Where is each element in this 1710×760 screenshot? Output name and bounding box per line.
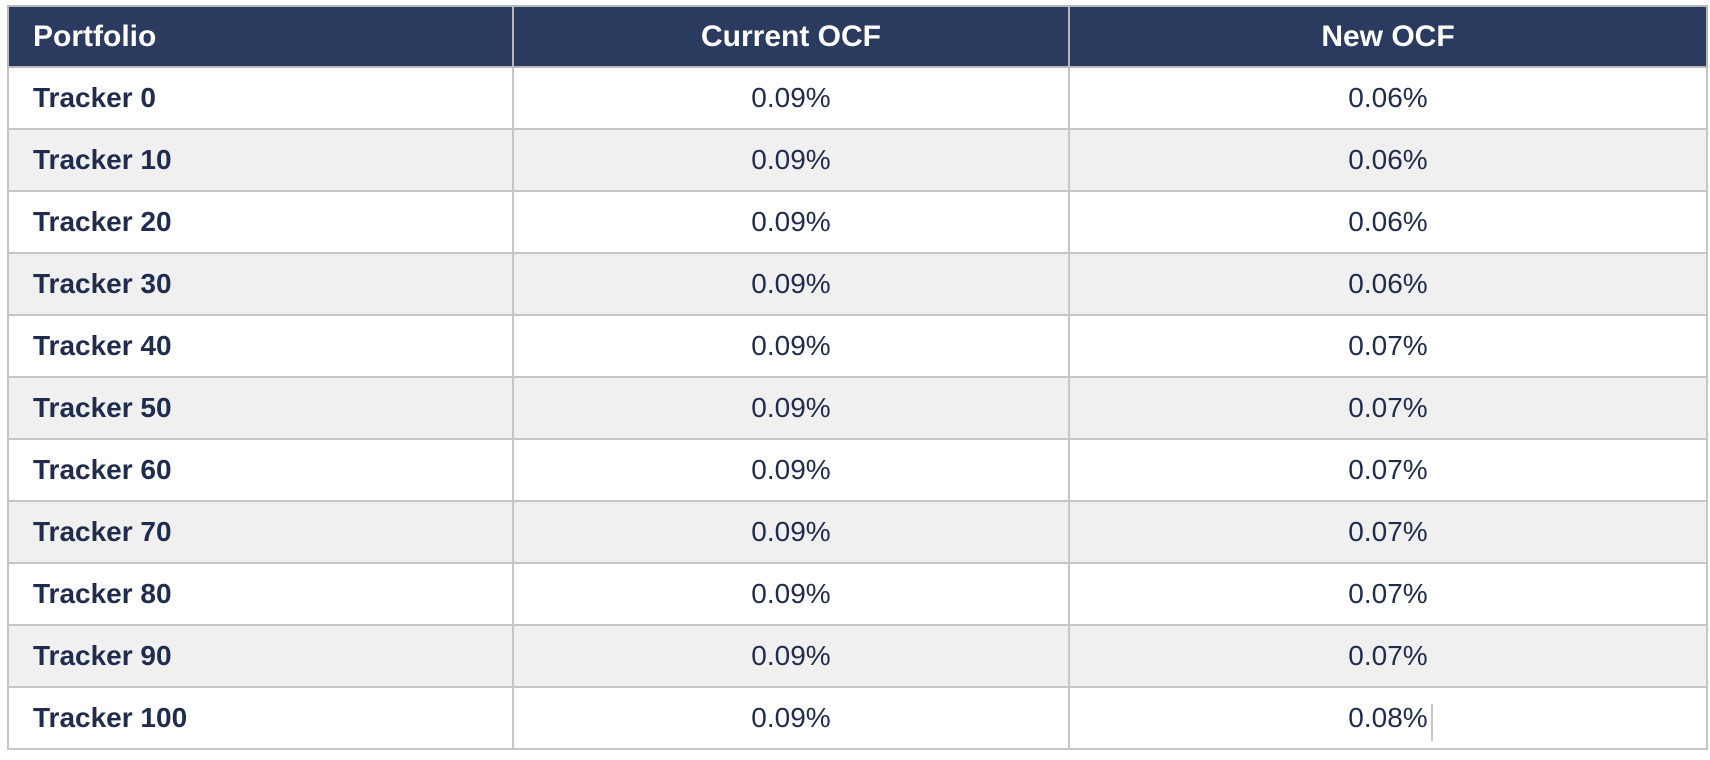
row-label: Tracker 40 [7, 314, 514, 378]
current-ocf-cell: 0.09% [512, 376, 1070, 440]
row-label: Tracker 0 [7, 66, 514, 130]
current-ocf-cell: 0.09% [512, 314, 1070, 378]
new-ocf-cell: 0.06% [1068, 252, 1708, 316]
current-ocf-cell: 0.09% [512, 562, 1070, 626]
row-label: Tracker 20 [7, 190, 514, 254]
new-ocf-cell: 0.08% [1068, 686, 1708, 750]
table-row: Tracker 40 0.09% 0.07% [7, 314, 1708, 378]
row-label: Tracker 90 [7, 624, 514, 688]
row-label: Tracker 100 [7, 686, 514, 750]
current-ocf-cell: 0.09% [512, 624, 1070, 688]
column-header-current-ocf: Current OCF [512, 5, 1070, 68]
current-ocf-cell: 0.09% [512, 252, 1070, 316]
current-ocf-cell: 0.09% [512, 500, 1070, 564]
new-ocf-cell: 0.07% [1068, 624, 1708, 688]
row-label: Tracker 10 [7, 128, 514, 192]
current-ocf-cell: 0.09% [512, 438, 1070, 502]
table-row: Tracker 0 0.09% 0.06% [7, 66, 1708, 130]
ocf-table: Portfolio Current OCF New OCF Tracker 0 … [7, 5, 1708, 750]
current-ocf-cell: 0.09% [512, 686, 1070, 750]
row-label: Tracker 80 [7, 562, 514, 626]
table-row: Tracker 70 0.09% 0.07% [7, 500, 1708, 564]
new-ocf-cell: 0.07% [1068, 562, 1708, 626]
column-header-portfolio: Portfolio [7, 5, 514, 68]
new-ocf-cell: 0.06% [1068, 128, 1708, 192]
header-row: Portfolio Current OCF New OCF [7, 5, 1708, 68]
current-ocf-cell: 0.09% [512, 190, 1070, 254]
table-row: Tracker 10 0.09% 0.06% [7, 128, 1708, 192]
new-ocf-cell: 0.06% [1068, 66, 1708, 130]
current-ocf-cell: 0.09% [512, 128, 1070, 192]
new-ocf-cell: 0.07% [1068, 438, 1708, 502]
table-row: Tracker 30 0.09% 0.06% [7, 252, 1708, 316]
row-label: Tracker 60 [7, 438, 514, 502]
current-ocf-cell: 0.09% [512, 66, 1070, 130]
new-ocf-cell: 0.07% [1068, 500, 1708, 564]
new-ocf-cell: 0.06% [1068, 190, 1708, 254]
table-row: Tracker 100 0.09% 0.08% [7, 686, 1708, 750]
table-row: Tracker 60 0.09% 0.07% [7, 438, 1708, 502]
column-header-new-ocf: New OCF [1068, 5, 1708, 68]
row-label: Tracker 70 [7, 500, 514, 564]
row-label: Tracker 30 [7, 252, 514, 316]
table-row: Tracker 50 0.09% 0.07% [7, 376, 1708, 440]
row-label: Tracker 50 [7, 376, 514, 440]
text-cursor-caret [1431, 704, 1433, 741]
new-ocf-cell: 0.07% [1068, 376, 1708, 440]
table-row: Tracker 20 0.09% 0.06% [7, 190, 1708, 254]
new-ocf-cell: 0.07% [1068, 314, 1708, 378]
table-row: Tracker 80 0.09% 0.07% [7, 562, 1708, 626]
table-row: Tracker 90 0.09% 0.07% [7, 624, 1708, 688]
